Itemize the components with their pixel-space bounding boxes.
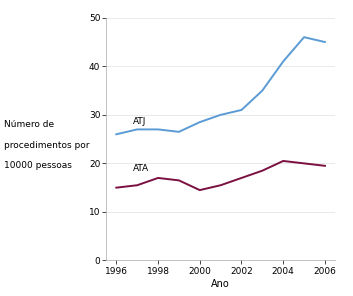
X-axis label: Ano: Ano xyxy=(211,279,230,289)
Text: ATA: ATA xyxy=(133,164,149,173)
Text: ATJ: ATJ xyxy=(133,117,146,126)
Text: procedimentos por: procedimentos por xyxy=(4,141,89,149)
Text: Número de: Número de xyxy=(4,120,54,129)
Text: 10000 pessoas: 10000 pessoas xyxy=(4,161,71,170)
